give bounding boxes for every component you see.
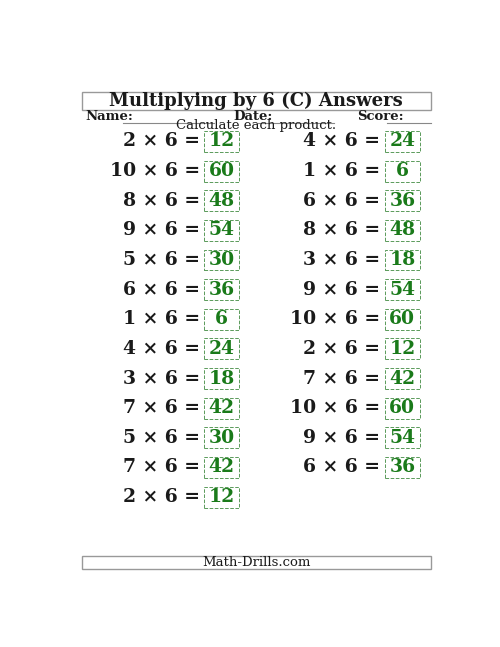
Text: 7 × 6 =: 7 × 6 =: [123, 459, 200, 476]
Text: 18: 18: [208, 369, 234, 388]
Text: 8 × 6 =: 8 × 6 =: [303, 221, 380, 239]
FancyBboxPatch shape: [204, 368, 239, 389]
FancyBboxPatch shape: [204, 160, 239, 182]
Text: 18: 18: [389, 251, 415, 269]
Text: 60: 60: [208, 162, 234, 180]
FancyBboxPatch shape: [204, 487, 239, 508]
FancyBboxPatch shape: [204, 250, 239, 270]
FancyBboxPatch shape: [385, 428, 420, 448]
Text: 6 × 6 =: 6 × 6 =: [303, 459, 380, 476]
FancyBboxPatch shape: [204, 131, 239, 152]
FancyBboxPatch shape: [385, 250, 420, 270]
FancyBboxPatch shape: [385, 279, 420, 300]
Text: 5 × 6 =: 5 × 6 =: [123, 251, 200, 269]
Text: 48: 48: [390, 221, 415, 239]
Text: 12: 12: [390, 340, 415, 358]
Text: 30: 30: [208, 251, 234, 269]
Text: 6: 6: [396, 162, 409, 180]
Text: 6 × 6 =: 6 × 6 =: [123, 281, 200, 299]
Text: 6: 6: [215, 311, 228, 328]
FancyBboxPatch shape: [385, 309, 420, 330]
Text: 36: 36: [208, 281, 234, 299]
Text: 2 × 6 =: 2 × 6 =: [303, 340, 380, 358]
FancyBboxPatch shape: [385, 160, 420, 182]
FancyBboxPatch shape: [204, 220, 239, 241]
Text: 42: 42: [208, 459, 234, 476]
Text: 12: 12: [208, 133, 234, 150]
Text: Multiplying by 6 (C) Answers: Multiplying by 6 (C) Answers: [110, 91, 403, 110]
Text: 24: 24: [390, 133, 415, 150]
FancyBboxPatch shape: [385, 368, 420, 389]
Text: 10 × 6 =: 10 × 6 =: [290, 311, 380, 328]
Text: 30: 30: [208, 429, 234, 447]
Text: 54: 54: [208, 221, 234, 239]
FancyBboxPatch shape: [82, 92, 430, 109]
Text: 9 × 6 =: 9 × 6 =: [123, 221, 200, 239]
Text: 1 × 6 =: 1 × 6 =: [123, 311, 200, 328]
FancyBboxPatch shape: [385, 220, 420, 241]
Text: 2 × 6 =: 2 × 6 =: [123, 133, 200, 150]
Text: 2 × 6 =: 2 × 6 =: [123, 488, 200, 506]
FancyBboxPatch shape: [204, 338, 239, 359]
Text: Math-Drills.com: Math-Drills.com: [202, 556, 310, 569]
FancyBboxPatch shape: [204, 428, 239, 448]
Text: 4 × 6 =: 4 × 6 =: [303, 133, 380, 150]
Text: Calculate each product.: Calculate each product.: [176, 119, 336, 132]
Text: 48: 48: [208, 192, 234, 210]
Text: 7 × 6 =: 7 × 6 =: [303, 369, 380, 388]
Text: 12: 12: [208, 488, 234, 506]
Text: 24: 24: [208, 340, 234, 358]
Text: 60: 60: [390, 311, 415, 328]
FancyBboxPatch shape: [204, 279, 239, 300]
FancyBboxPatch shape: [385, 457, 420, 478]
Text: 9 × 6 =: 9 × 6 =: [303, 429, 380, 447]
Text: 54: 54: [390, 281, 415, 299]
Text: 1 × 6 =: 1 × 6 =: [303, 162, 380, 180]
FancyBboxPatch shape: [385, 190, 420, 211]
Text: Date:: Date:: [233, 110, 272, 123]
Text: 36: 36: [390, 459, 415, 476]
Text: 42: 42: [208, 399, 234, 417]
Text: 8 × 6 =: 8 × 6 =: [123, 192, 200, 210]
FancyBboxPatch shape: [204, 398, 239, 419]
Text: 54: 54: [390, 429, 415, 447]
Text: 5 × 6 =: 5 × 6 =: [123, 429, 200, 447]
Text: 10 × 6 =: 10 × 6 =: [290, 399, 380, 417]
FancyBboxPatch shape: [82, 556, 430, 569]
Text: Name:: Name:: [86, 110, 134, 123]
Text: 36: 36: [390, 192, 415, 210]
Text: 7 × 6 =: 7 × 6 =: [123, 399, 200, 417]
Text: 42: 42: [390, 369, 415, 388]
Text: 4 × 6 =: 4 × 6 =: [123, 340, 200, 358]
Text: Score:: Score:: [357, 110, 404, 123]
Text: 9 × 6 =: 9 × 6 =: [303, 281, 380, 299]
FancyBboxPatch shape: [204, 190, 239, 211]
FancyBboxPatch shape: [385, 398, 420, 419]
Text: 3 × 6 =: 3 × 6 =: [123, 369, 200, 388]
FancyBboxPatch shape: [385, 131, 420, 152]
Text: 6 × 6 =: 6 × 6 =: [303, 192, 380, 210]
FancyBboxPatch shape: [204, 457, 239, 478]
Text: 60: 60: [390, 399, 415, 417]
FancyBboxPatch shape: [204, 309, 239, 330]
FancyBboxPatch shape: [385, 338, 420, 359]
Text: 3 × 6 =: 3 × 6 =: [303, 251, 380, 269]
Text: 10 × 6 =: 10 × 6 =: [110, 162, 200, 180]
